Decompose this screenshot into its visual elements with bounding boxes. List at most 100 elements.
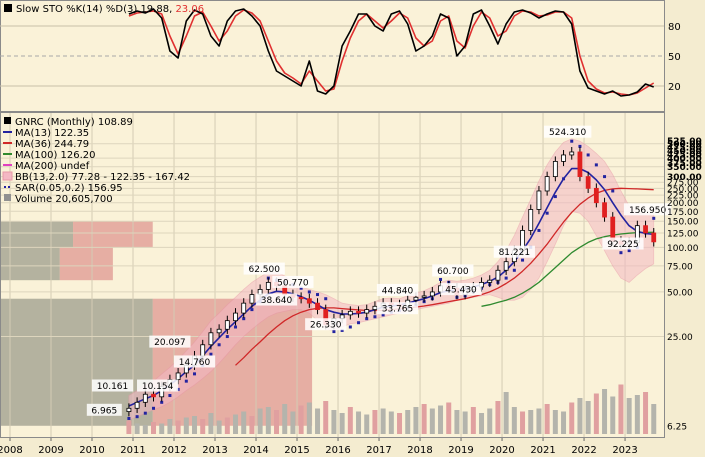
volume-bar bbox=[487, 408, 493, 434]
sar-dot bbox=[652, 216, 656, 220]
annotation-label: 50.770 bbox=[277, 278, 309, 288]
annotation-label: 44.840 bbox=[382, 286, 414, 296]
price-y-tick-label: 350.00 bbox=[667, 163, 702, 173]
volume-bar bbox=[528, 410, 534, 434]
sar-dot bbox=[184, 379, 188, 383]
legend-label: Volume 20,605,700 bbox=[15, 194, 113, 205]
sar-dot bbox=[373, 315, 377, 319]
volume-bar bbox=[602, 389, 608, 434]
stochastic-level-label: 50 bbox=[668, 52, 681, 63]
price-by-volume-bar bbox=[59, 247, 113, 281]
legend-item: GNRC (Monthly) 108.89 bbox=[4, 117, 133, 128]
price-y-tick-label: 150.00 bbox=[667, 218, 699, 228]
stochastic-axis-area bbox=[664, 0, 705, 112]
volume-bar bbox=[405, 410, 411, 434]
volume-bar bbox=[257, 408, 263, 434]
price-bar-body bbox=[142, 393, 148, 403]
volume-bar bbox=[167, 419, 173, 434]
legend-item: MA(36) 244.79 bbox=[3, 139, 89, 150]
price-y-tick-label: 75.00 bbox=[667, 262, 693, 272]
volume-bar bbox=[364, 414, 370, 434]
sar-dot bbox=[562, 177, 566, 181]
price-by-volume-bar bbox=[73, 221, 153, 248]
price-y-tick-label: 375.00 bbox=[667, 159, 702, 169]
sar-dot bbox=[160, 400, 164, 404]
annotation-background bbox=[493, 245, 535, 258]
sar-dot bbox=[586, 153, 590, 157]
price-border bbox=[0, 112, 665, 438]
sar-dot bbox=[603, 175, 607, 179]
price-y-tick-label: 200.00 bbox=[667, 199, 699, 209]
volume-bar bbox=[577, 398, 583, 434]
sar-dot bbox=[553, 195, 557, 199]
svg-text:Slow STO %K(14) %D(3) 19.88, 2: Slow STO %K(14) %D(3) 19.88, 23.06 bbox=[16, 4, 204, 15]
volume-bar bbox=[323, 401, 329, 434]
volume-bar bbox=[265, 407, 271, 434]
volume-bar bbox=[618, 384, 624, 434]
price-y-tick-label: 50.00 bbox=[667, 288, 693, 298]
price-bar-body bbox=[413, 296, 419, 301]
annotation-background bbox=[255, 293, 298, 306]
price-axis-area bbox=[664, 112, 705, 457]
price-by-volume-bar bbox=[0, 221, 74, 248]
sar-dot bbox=[619, 251, 623, 255]
price-bar-body bbox=[200, 344, 206, 357]
sar-dot bbox=[545, 211, 549, 215]
price-annotation: 20.097 bbox=[149, 335, 191, 348]
annotation-background bbox=[137, 379, 179, 392]
sar-dot bbox=[357, 321, 361, 325]
price-annotation: 60.700 bbox=[432, 264, 474, 277]
legend-item: MA(13) 122.35 bbox=[3, 128, 89, 139]
price-bar-body bbox=[544, 176, 550, 192]
volume-bar bbox=[315, 408, 321, 434]
volume-bar bbox=[470, 407, 476, 434]
price-y-tick-label: 475.00 bbox=[667, 144, 702, 154]
price-bar-body bbox=[528, 209, 534, 231]
sar-dot bbox=[193, 372, 197, 376]
volume-bar bbox=[520, 411, 526, 434]
price-bar-body bbox=[249, 294, 255, 304]
volume-bar bbox=[421, 404, 427, 434]
annotation-background bbox=[602, 237, 644, 250]
volume-bar bbox=[249, 416, 255, 434]
sar-dot bbox=[611, 189, 615, 193]
price-annotation: 44.840 bbox=[376, 283, 419, 296]
price-annotation: 156.950 bbox=[623, 203, 672, 216]
annotation-background bbox=[543, 125, 592, 138]
sar-dot bbox=[127, 416, 131, 420]
price-y-tick-label: 125.00 bbox=[667, 229, 699, 239]
price-y-tick-label: 250.00 bbox=[667, 185, 699, 195]
price-by-volume-bar bbox=[0, 298, 153, 426]
sar-dot bbox=[250, 308, 254, 312]
stochastic-d-line bbox=[128, 9, 655, 96]
volume-bar bbox=[208, 413, 214, 434]
volume-bar bbox=[151, 422, 157, 434]
price-bar-body bbox=[364, 309, 370, 314]
sar-dot bbox=[365, 317, 369, 321]
price-bar-body bbox=[347, 310, 353, 316]
volume-bar bbox=[159, 423, 165, 434]
x-tick-label: 2019 bbox=[448, 445, 473, 456]
stochastic-panel: 80 50 20 Slow STO %K(14) %D(3) 19.88, 23.0… bbox=[0, 0, 705, 112]
sar-dot bbox=[135, 415, 139, 419]
price-annotation: 38.640 bbox=[255, 293, 298, 306]
annotation-label: 60.700 bbox=[437, 267, 469, 277]
sar-dot bbox=[209, 352, 213, 356]
price-annotation: 92.225 bbox=[602, 237, 644, 250]
price-annotation: 10.161 bbox=[91, 379, 134, 392]
annotation-label: 6.965 bbox=[91, 406, 117, 416]
annotation-label: 20.097 bbox=[154, 338, 186, 348]
annotation-label: 81.221 bbox=[499, 248, 531, 258]
volume-bar bbox=[192, 416, 198, 434]
legend-item: SAR(0.05,0.2) 156.95 bbox=[4, 183, 123, 194]
annotation-label: 45.430 bbox=[445, 286, 477, 296]
volume-bar bbox=[397, 413, 403, 434]
stochastic-legend-swatch bbox=[4, 4, 12, 12]
annotation-background bbox=[149, 335, 191, 348]
volume-bar bbox=[241, 411, 247, 434]
price-bar-body bbox=[339, 314, 345, 320]
price-bar-body bbox=[233, 312, 238, 322]
legend-item: MA(200) undef bbox=[3, 161, 90, 172]
price-annotation: 33.765 bbox=[376, 302, 419, 315]
